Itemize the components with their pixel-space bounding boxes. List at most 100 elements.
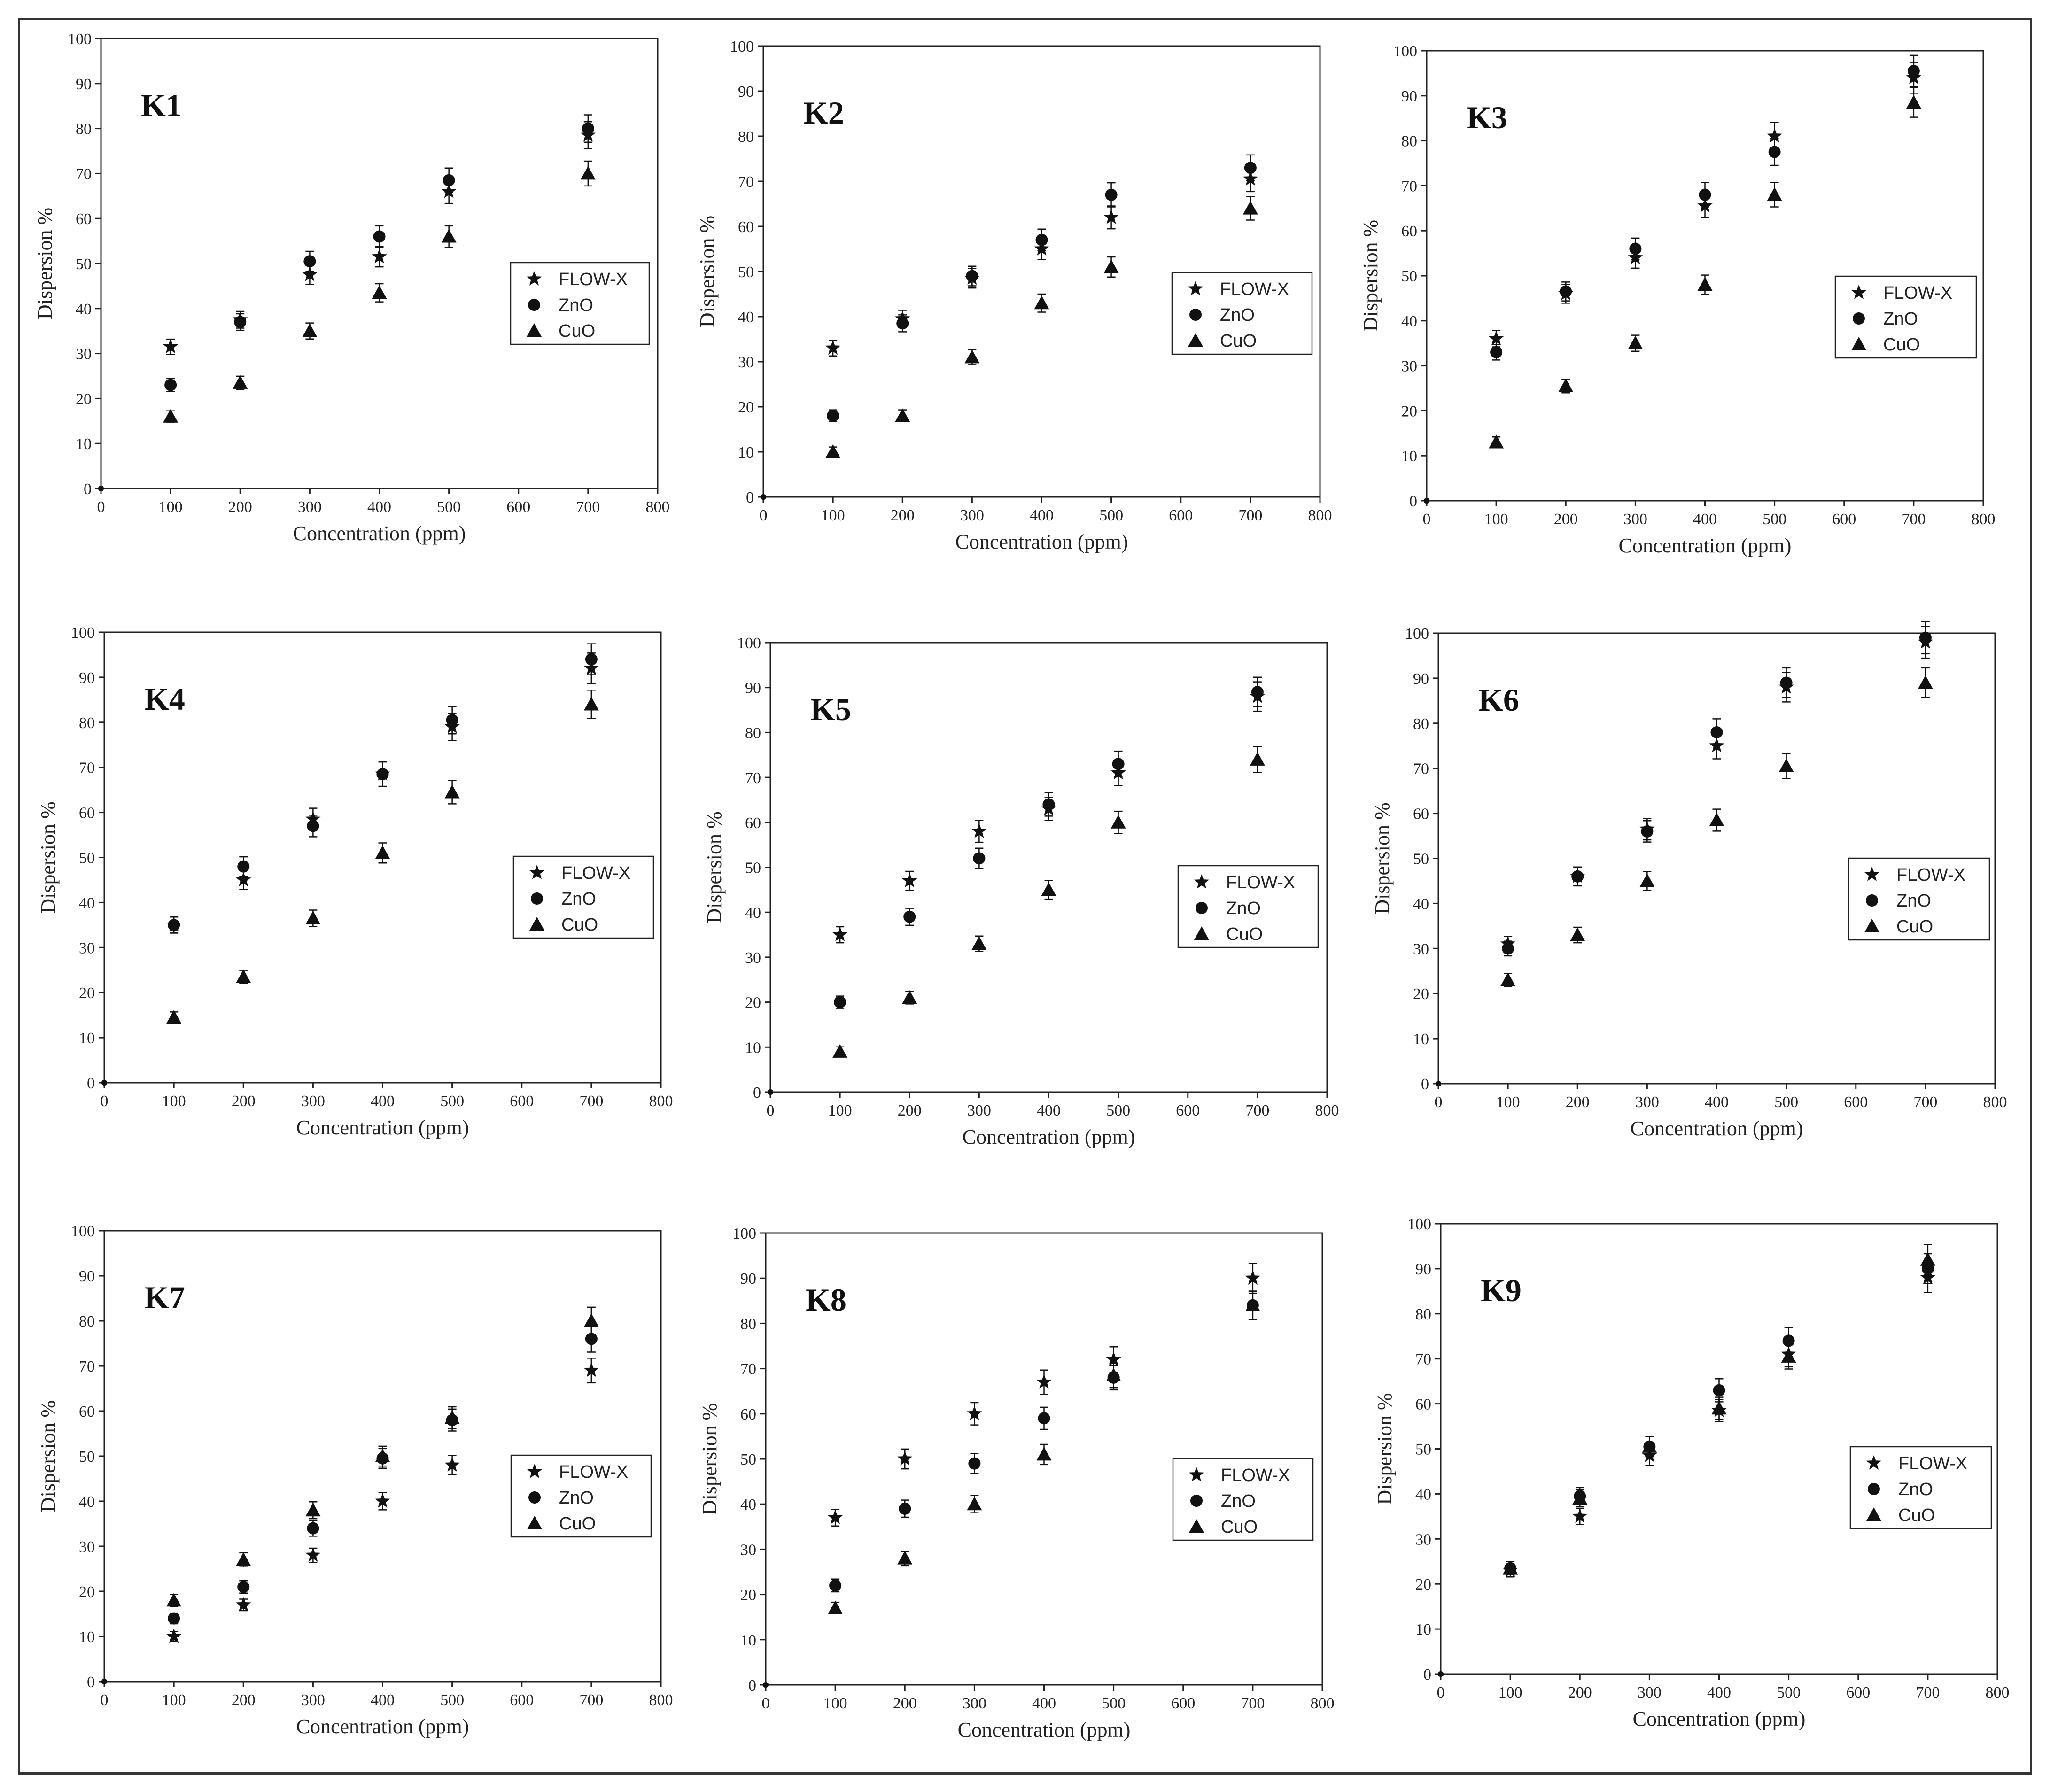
y-axis-label: Dispersion % (1373, 1393, 1396, 1505)
data-point (307, 820, 319, 832)
panel-title: K9 (1481, 1272, 1522, 1308)
legend: FLOW-X ZnO CuO (1172, 1458, 1314, 1541)
x-tick-label: 200 (232, 1093, 256, 1110)
legend-label: CuO (1226, 924, 1263, 944)
legend-marker (1851, 337, 1866, 350)
data-point (1778, 758, 1794, 772)
data-point (375, 1449, 390, 1462)
origin-point (1424, 498, 1429, 504)
data-point (585, 653, 598, 666)
data-point (1042, 798, 1055, 811)
y-tick-label: 100 (1407, 1216, 1431, 1233)
y-tick-label: 80 (76, 121, 92, 138)
legend-label: ZnO (1896, 891, 1931, 911)
y-tick-label: 90 (745, 680, 761, 697)
panel-k9: 0 100 200 300 400 500 600 700 800 0 10 20 30 40 50 60 70… (1373, 1216, 2010, 1730)
data-point (964, 349, 980, 364)
y-tick-label: 90 (1415, 1261, 1431, 1278)
legend-label: FLOW-X (561, 863, 630, 883)
legend-label: CuO (559, 1514, 596, 1534)
y-tick-label: 60 (79, 805, 95, 822)
data-point (828, 1510, 843, 1524)
x-tick-label: 400 (367, 498, 391, 516)
data-point (1503, 1560, 1518, 1575)
data-point (1628, 335, 1643, 349)
data-point (1641, 825, 1654, 838)
data-point (827, 410, 839, 422)
y-tick-label: 60 (1415, 1396, 1431, 1413)
y-tick-label: 70 (738, 173, 754, 191)
x-tick-label: 600 (510, 1691, 534, 1709)
legend-label: FLOW-X (1220, 279, 1289, 299)
data-point (1780, 676, 1793, 689)
data-point (1709, 812, 1724, 826)
legend: FLOW-X ZnO CuO (510, 1454, 652, 1538)
legend-label: ZnO (1883, 309, 1918, 329)
data-point (1713, 1384, 1725, 1396)
y-tick-label: 50 (745, 860, 761, 877)
data-point (444, 1410, 460, 1424)
data-point (971, 823, 987, 838)
y-tick-label: 10 (1401, 448, 1417, 465)
data-point (1639, 873, 1655, 887)
data-point (1034, 295, 1049, 310)
legend: FLOW-X ZnO CuO (1171, 272, 1313, 355)
y-tick-label: 60 (745, 815, 761, 832)
x-tick-label: 800 (1308, 507, 1332, 524)
data-point (372, 248, 387, 264)
y-tick-label: 100 (737, 635, 761, 652)
series-cuo (101, 1306, 599, 1684)
legend-label: FLOW-X (1896, 865, 1965, 885)
y-tick-label: 10 (740, 1632, 756, 1649)
y-tick-label: 40 (1401, 313, 1417, 330)
legend-marker (529, 865, 545, 879)
x-tick-label: 0 (101, 1691, 109, 1709)
legend-marker (1864, 867, 1880, 881)
y-tick-label: 100 (1393, 43, 1417, 60)
x-tick-label: 100 (1499, 1684, 1522, 1701)
y-tick-label: 0 (87, 1075, 95, 1092)
y-tick-label: 90 (738, 83, 754, 101)
y-tick-label: 80 (1413, 715, 1429, 733)
data-point (1918, 675, 1933, 689)
x-tick-label: 300 (1635, 1094, 1659, 1111)
y-tick-label: 40 (1415, 1486, 1431, 1503)
data-point (1920, 1252, 1935, 1266)
x-tick-label: 500 (440, 1691, 464, 1709)
data-point (1711, 1401, 1727, 1415)
x-tick-label: 700 (1916, 1684, 1940, 1701)
x-tick-label: 0 (1435, 1094, 1443, 1111)
y-tick-label: 20 (1415, 1576, 1431, 1593)
data-point (967, 1497, 982, 1511)
y-tick-label: 80 (740, 1315, 756, 1333)
y-tick-label: 40 (76, 301, 92, 318)
legend-label: FLOW-X (1898, 1454, 1967, 1474)
x-tick-label: 100 (821, 507, 845, 524)
panel-k7: 0 100 200 300 400 500 600 700 800 0 10 20 30 40 50 60 70… (37, 1223, 673, 1738)
data-point (373, 230, 386, 243)
y-tick-label: 10 (79, 1030, 95, 1047)
data-point (166, 1009, 182, 1024)
legend-marker (531, 892, 543, 905)
x-tick-label: 100 (162, 1691, 186, 1709)
y-axis-label: Dispersion % (703, 811, 726, 923)
y-tick-label: 40 (738, 309, 754, 326)
x-tick-label: 200 (228, 498, 252, 516)
data-point (967, 1405, 982, 1420)
y-tick-label: 10 (738, 444, 754, 461)
legend-label: CuO (1220, 331, 1257, 351)
series-cuo (761, 196, 1258, 500)
y-tick-label: 50 (1415, 1441, 1431, 1458)
x-tick-label: 600 (1846, 1684, 1870, 1701)
y-tick-label: 30 (76, 346, 92, 363)
x-tick-label: 700 (579, 1691, 603, 1709)
data-point (236, 872, 251, 887)
x-tick-label: 400 (1030, 507, 1054, 524)
legend-marker (1851, 285, 1867, 299)
data-point (583, 1362, 599, 1377)
y-axis-label: Dispersion % (1359, 220, 1382, 332)
y-tick-label: 40 (745, 904, 761, 922)
x-tick-label: 500 (437, 498, 461, 516)
legend-marker (1189, 1519, 1204, 1533)
y-tick-label: 90 (76, 76, 92, 93)
